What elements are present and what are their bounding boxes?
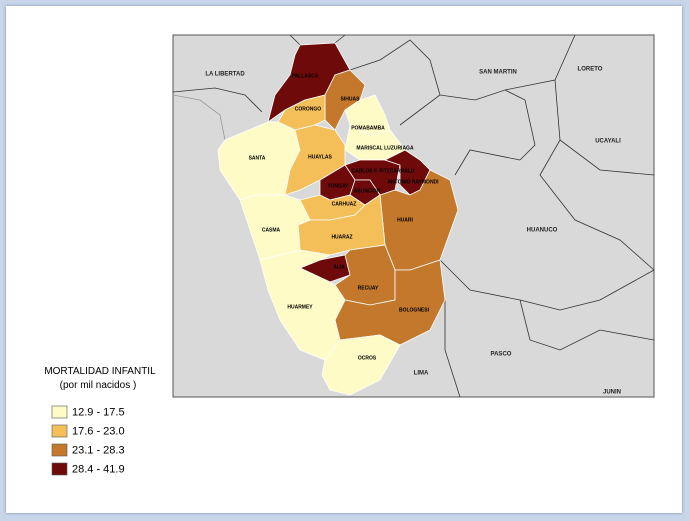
region-label: HUARI xyxy=(397,217,413,223)
region-label: HUAYLAS xyxy=(308,154,332,160)
region-label: YUNGAY xyxy=(328,183,350,189)
neighbor-label: PASCO xyxy=(491,352,512,358)
neighbor-label: JUNIN xyxy=(603,390,621,396)
region-label: OCROS xyxy=(358,355,377,361)
legend-swatch xyxy=(51,462,68,476)
region-label: HUARMEY xyxy=(287,304,313,310)
region xyxy=(259,249,346,361)
neighbor-label: LA LIBERTAD xyxy=(205,72,245,78)
region-label: POMABAMBA xyxy=(351,125,385,131)
legend-subtitle: (por mil nacidos ) xyxy=(60,380,137,391)
legend-label: 28.4 - 41.9 xyxy=(72,463,125,475)
region-label: ASUNCION xyxy=(354,188,381,194)
legend: MORTALIDAD INFANTIL (por mil nacidos ) 1… xyxy=(44,366,156,475)
region-label: SIHUAS xyxy=(341,96,361,102)
region-label: ANTONIO RAYMONDI xyxy=(387,179,439,185)
legend-label: 23.1 - 28.3 xyxy=(72,444,125,456)
neighbor-borders xyxy=(172,34,655,398)
legend-label: 12.9 - 17.5 xyxy=(72,406,125,418)
region xyxy=(239,194,311,261)
region-label: RECUAY xyxy=(358,285,379,291)
region-label: CARHUAZ xyxy=(332,201,357,207)
region-label: CASMA xyxy=(262,227,281,233)
region xyxy=(321,334,401,396)
region-label: SANTA xyxy=(249,155,266,161)
neighbor-label: LORETO xyxy=(578,67,603,73)
legend-swatch xyxy=(51,443,68,457)
regions xyxy=(217,42,459,396)
region-label: BOLOGNESI xyxy=(399,307,430,313)
region-label: AIJA xyxy=(333,264,345,270)
legend-swatch xyxy=(51,424,68,438)
region-label: CARLOS F. FITZCARRALD xyxy=(351,168,414,174)
neighbor-label: HUANUCO xyxy=(527,228,558,234)
region-label: MARISCAL LUZURIAGA xyxy=(356,145,414,151)
region-label: HUARAZ xyxy=(331,234,352,240)
neighbor-label: UCAYALI xyxy=(595,139,621,145)
legend-swatch xyxy=(51,405,68,419)
region-label: PALLASCA xyxy=(292,73,319,79)
neighbor-label: SAN MARTIN xyxy=(479,70,517,76)
region-label: CORONGO xyxy=(295,106,322,112)
legend-label: 17.6 - 23.0 xyxy=(72,425,125,437)
region-labels: PALLASCA SIHUAS CORONGO POMABAMBA SANTA HUAYL… xyxy=(205,67,621,396)
neighbor-label: LIMA xyxy=(414,371,429,377)
legend-title: MORTALIDAD INFANTIL xyxy=(44,366,156,377)
